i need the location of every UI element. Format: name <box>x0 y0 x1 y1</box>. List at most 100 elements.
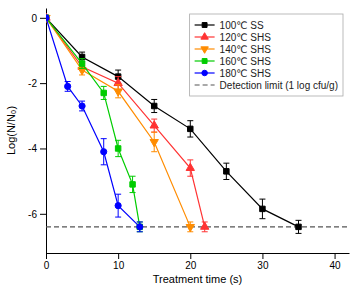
plot-area <box>46 13 349 233</box>
point <box>65 83 71 89</box>
legend-item: Detection limit (1 log cfu/g) <box>195 80 338 91</box>
legend-label: 160℃ SHS <box>220 56 272 67</box>
x-axis-title: Treatment time (s) <box>153 273 242 285</box>
x-tick: 40 <box>330 253 342 271</box>
y-tick-mark <box>40 148 46 149</box>
x-axis: 0 10 20 30 40 <box>44 253 350 271</box>
error-bar <box>130 176 136 192</box>
legend-swatch-marker <box>202 70 208 76</box>
legend-swatch-line <box>195 84 215 85</box>
point <box>201 222 209 229</box>
point <box>46 15 49 20</box>
series <box>46 15 143 232</box>
x-tick-mark <box>262 253 263 259</box>
point <box>46 15 49 20</box>
x-tick-label: 0 <box>44 260 50 271</box>
legend-item: 100℃ SS <box>195 20 264 31</box>
y-tick-mark <box>40 83 46 84</box>
y-tick-mark <box>40 18 46 19</box>
x-tick-mark <box>118 253 119 259</box>
legend-label: 140℃ SHS <box>220 44 272 55</box>
error-bar <box>79 101 85 111</box>
y-tick: -6 <box>28 209 46 220</box>
error-bar <box>151 99 157 112</box>
point <box>150 121 158 128</box>
point <box>101 149 107 155</box>
point <box>188 126 193 131</box>
error-bar <box>187 121 193 137</box>
point <box>151 103 156 108</box>
series-line <box>46 18 299 227</box>
reference-line <box>46 226 349 227</box>
y-tick-mark <box>40 214 46 215</box>
point <box>150 140 158 147</box>
legend-swatch-marker <box>201 33 208 39</box>
legend-label: 100℃ SS <box>220 20 264 31</box>
legend-label: 180℃ SHS <box>220 68 272 79</box>
error-bar <box>115 140 121 156</box>
legend-box <box>190 14 343 96</box>
y-axis-line <box>46 9 47 254</box>
legend: 100℃ SS120℃ SHS140℃ SHS160℃ SHS180℃ SHSD… <box>190 14 343 96</box>
series <box>46 13 209 232</box>
error-bar <box>137 222 143 232</box>
legend-swatch-marker <box>202 59 207 64</box>
y-tick: -2 <box>28 78 46 89</box>
point <box>115 203 121 209</box>
series-line <box>46 18 190 227</box>
chart: 0 10 20 30 40 0 -2 -4 -6 Treatment time (s) Log(N/… <box>0 0 359 289</box>
error-bar <box>101 86 107 99</box>
x-axis-line <box>47 253 350 254</box>
error-bar <box>223 163 229 179</box>
y-tick: 0 <box>31 12 46 23</box>
x-tick-label: 10 <box>113 260 125 271</box>
series-line <box>46 18 205 227</box>
series <box>46 15 143 232</box>
error-bar <box>137 222 143 232</box>
x-tick: 0 <box>44 253 50 271</box>
legend-label: Detection limit (1 log cfu/g) <box>220 80 338 91</box>
y-tick-label: 0 <box>31 12 37 23</box>
point <box>137 224 142 229</box>
y-tick-label: -2 <box>28 78 37 89</box>
point <box>186 163 194 170</box>
y-tick: -4 <box>28 143 46 154</box>
y-tick-label: -4 <box>28 143 37 154</box>
point <box>296 224 301 229</box>
y-tick-label: -6 <box>28 209 37 220</box>
x-tick-mark <box>46 253 47 259</box>
series-line <box>46 18 140 227</box>
x-tick-label: 20 <box>185 260 197 271</box>
point <box>114 89 122 96</box>
x-tick: 10 <box>113 253 125 271</box>
point <box>101 90 106 95</box>
x-tick-label: 30 <box>257 260 269 271</box>
error-bar <box>65 82 71 92</box>
legend-swatch-marker <box>201 47 208 53</box>
legend-swatch-marker <box>202 23 207 28</box>
point <box>79 61 84 66</box>
x-tick-mark <box>190 253 191 259</box>
legend-item: 180℃ SHS <box>195 68 272 79</box>
error-bar <box>115 194 121 217</box>
y-axis-title: Log(N/N₀) <box>5 106 17 155</box>
point <box>260 206 265 211</box>
point <box>224 169 229 174</box>
series <box>46 15 194 231</box>
legend-label: 120℃ SHS <box>220 32 272 43</box>
x-tick: 20 <box>185 253 197 271</box>
legend-item: 140℃ SHS <box>195 44 272 55</box>
point <box>115 146 120 151</box>
point <box>46 15 49 21</box>
error-bar <box>79 59 85 69</box>
point <box>79 103 85 109</box>
point <box>137 224 143 230</box>
series <box>46 15 302 233</box>
point <box>130 182 135 187</box>
x-tick: 30 <box>257 253 269 271</box>
error-bar <box>259 199 265 219</box>
error-bar <box>296 220 302 233</box>
legend-item: 160℃ SHS <box>195 56 272 67</box>
legend-item: 120℃ SHS <box>195 32 272 43</box>
series-line <box>46 18 140 227</box>
